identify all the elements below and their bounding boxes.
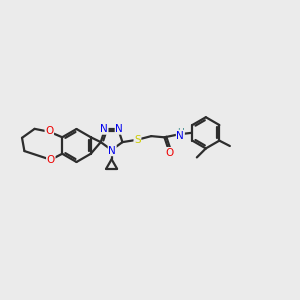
Text: N: N — [115, 124, 123, 134]
Text: N: N — [108, 146, 116, 156]
Text: N: N — [176, 130, 184, 140]
Text: N: N — [100, 124, 108, 134]
Text: O: O — [165, 148, 173, 158]
Text: O: O — [45, 126, 53, 136]
Text: S: S — [134, 135, 141, 145]
Text: O: O — [47, 155, 55, 165]
Text: H: H — [177, 128, 184, 137]
